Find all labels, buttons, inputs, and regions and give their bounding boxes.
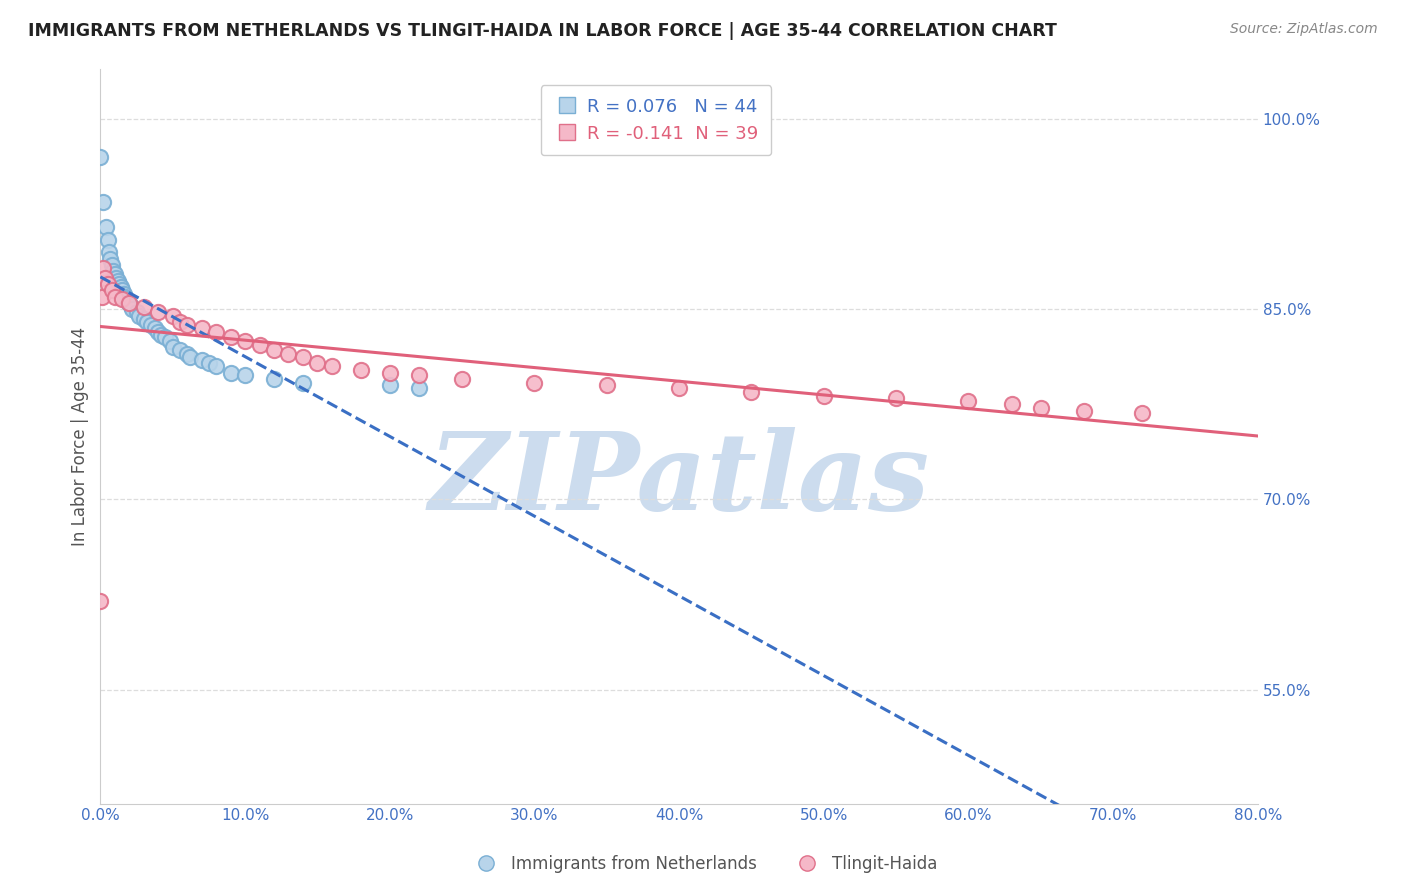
- Point: [91, 260, 114, 275]
- Point: [162, 309, 184, 323]
- Point: [1029, 401, 1052, 416]
- Point: [205, 359, 228, 374]
- Point: [179, 351, 201, 365]
- Point: [205, 325, 228, 339]
- Point: [135, 315, 157, 329]
- Point: [233, 334, 256, 348]
- Point: [148, 305, 170, 319]
- Text: Source: ZipAtlas.com: Source: ZipAtlas.com: [1230, 22, 1378, 37]
- Point: [321, 359, 343, 374]
- Point: [813, 388, 835, 402]
- Point: [159, 334, 181, 348]
- Y-axis label: In Labor Force | Age 35-44: In Labor Force | Age 35-44: [72, 326, 89, 546]
- Legend: R = 0.076   N = 44, R = -0.141  N = 39: R = 0.076 N = 44, R = -0.141 N = 39: [540, 85, 772, 155]
- Point: [112, 287, 135, 301]
- Point: [190, 353, 212, 368]
- Point: [111, 292, 134, 306]
- Point: [1073, 403, 1095, 417]
- Point: [100, 252, 122, 266]
- Point: [176, 347, 198, 361]
- Point: [125, 305, 148, 319]
- Point: [114, 290, 136, 304]
- Point: [596, 378, 619, 392]
- Point: [198, 355, 221, 369]
- Point: [139, 318, 162, 332]
- Point: [249, 338, 271, 352]
- Point: [105, 270, 128, 285]
- Point: [108, 277, 131, 291]
- Point: [378, 366, 401, 380]
- Point: [104, 267, 127, 281]
- Point: [115, 292, 138, 306]
- Point: [94, 219, 117, 234]
- Point: [408, 381, 430, 395]
- Point: [451, 372, 474, 386]
- Point: [103, 264, 125, 278]
- Legend: Immigrants from Netherlands, Tlingit-Haida: Immigrants from Netherlands, Tlingit-Hai…: [463, 848, 943, 880]
- Text: ZIPatlas: ZIPatlas: [429, 427, 929, 533]
- Point: [277, 347, 299, 361]
- Point: [121, 302, 143, 317]
- Point: [143, 321, 166, 335]
- Point: [155, 330, 177, 344]
- Point: [263, 372, 285, 386]
- Point: [169, 343, 191, 357]
- Point: [263, 343, 285, 357]
- Point: [169, 315, 191, 329]
- Point: [104, 290, 127, 304]
- Point: [1130, 406, 1153, 420]
- Point: [884, 391, 907, 405]
- Point: [233, 368, 256, 383]
- Point: [132, 312, 155, 326]
- Point: [89, 150, 111, 164]
- Point: [740, 384, 762, 399]
- Point: [219, 330, 242, 344]
- Point: [150, 327, 173, 342]
- Point: [957, 393, 980, 408]
- Point: [118, 296, 141, 310]
- Point: [107, 275, 129, 289]
- Point: [408, 368, 430, 383]
- Point: [110, 279, 132, 293]
- Point: [101, 283, 124, 297]
- Point: [97, 233, 120, 247]
- Point: [132, 300, 155, 314]
- Point: [118, 296, 141, 310]
- Point: [117, 294, 139, 309]
- Point: [219, 366, 242, 380]
- Text: IMMIGRANTS FROM NETHERLANDS VS TLINGIT-HAIDA IN LABOR FORCE | AGE 35-44 CORRELAT: IMMIGRANTS FROM NETHERLANDS VS TLINGIT-H…: [28, 22, 1057, 40]
- Point: [190, 321, 212, 335]
- Point: [120, 299, 142, 313]
- Point: [523, 376, 546, 390]
- Point: [90, 290, 112, 304]
- Point: [350, 363, 373, 377]
- Point: [111, 283, 134, 297]
- Point: [162, 340, 184, 354]
- Point: [93, 270, 115, 285]
- Point: [291, 376, 314, 390]
- Point: [91, 194, 114, 209]
- Point: [98, 245, 121, 260]
- Point: [668, 381, 690, 395]
- Point: [128, 309, 150, 323]
- Point: [307, 355, 329, 369]
- Point: [1001, 397, 1024, 411]
- Point: [97, 277, 120, 291]
- Point: [101, 258, 124, 272]
- Point: [378, 378, 401, 392]
- Point: [148, 325, 170, 339]
- Point: [291, 351, 314, 365]
- Point: [89, 594, 111, 608]
- Point: [176, 318, 198, 332]
